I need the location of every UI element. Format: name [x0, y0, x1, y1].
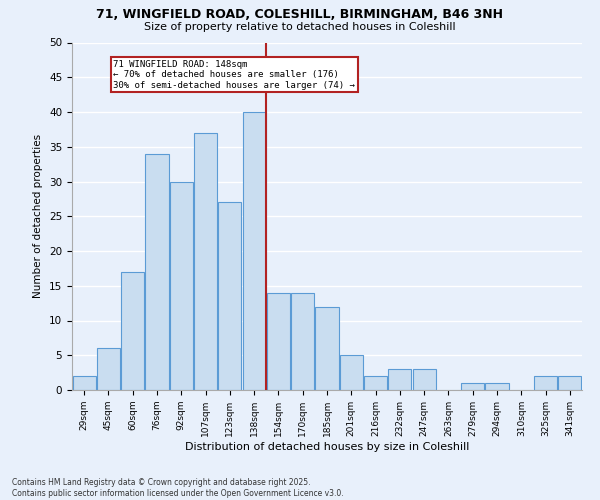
Bar [413, 369, 436, 390]
Bar [364, 376, 387, 390]
Bar [218, 202, 241, 390]
Bar [194, 133, 217, 390]
Text: Contains HM Land Registry data © Crown copyright and database right 2025.
Contai: Contains HM Land Registry data © Crown c… [12, 478, 344, 498]
Bar [145, 154, 169, 390]
Bar [534, 376, 557, 390]
Bar [73, 376, 95, 390]
Bar [485, 383, 509, 390]
Bar [559, 376, 581, 390]
Bar [340, 355, 363, 390]
Text: 71 WINGFIELD ROAD: 148sqm
← 70% of detached houses are smaller (176)
30% of semi: 71 WINGFIELD ROAD: 148sqm ← 70% of detac… [113, 60, 355, 90]
Bar [97, 348, 120, 390]
X-axis label: Distribution of detached houses by size in Coleshill: Distribution of detached houses by size … [185, 442, 469, 452]
Bar [316, 306, 338, 390]
Text: Size of property relative to detached houses in Coleshill: Size of property relative to detached ho… [144, 22, 456, 32]
Bar [461, 383, 484, 390]
Text: 71, WINGFIELD ROAD, COLESHILL, BIRMINGHAM, B46 3NH: 71, WINGFIELD ROAD, COLESHILL, BIRMINGHA… [97, 8, 503, 20]
Bar [242, 112, 266, 390]
Bar [267, 292, 290, 390]
Bar [291, 292, 314, 390]
Bar [388, 369, 412, 390]
Bar [121, 272, 144, 390]
Bar [170, 182, 193, 390]
Y-axis label: Number of detached properties: Number of detached properties [34, 134, 43, 298]
